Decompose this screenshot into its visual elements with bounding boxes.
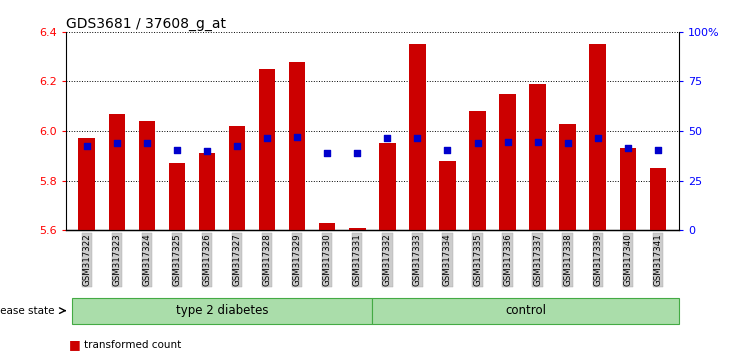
Bar: [499, 94, 516, 230]
Text: type 2 diabetes: type 2 diabetes: [176, 304, 268, 317]
Point: [321, 150, 333, 156]
Text: GSM317326: GSM317326: [202, 233, 212, 286]
Text: GSM317332: GSM317332: [383, 233, 392, 286]
Bar: [259, 69, 275, 230]
Bar: [139, 121, 155, 230]
Text: GSM317336: GSM317336: [503, 233, 512, 286]
Text: GSM317341: GSM317341: [653, 233, 662, 286]
Point: [412, 136, 423, 141]
Text: disease state: disease state: [0, 306, 55, 316]
Bar: [439, 161, 456, 230]
Point: [652, 147, 664, 153]
Bar: [79, 138, 95, 230]
Bar: [650, 168, 666, 230]
Bar: [199, 153, 215, 230]
Bar: [169, 163, 185, 230]
Point: [231, 143, 243, 149]
Point: [171, 147, 182, 153]
Text: GSM317339: GSM317339: [593, 233, 602, 286]
Text: GSM317325: GSM317325: [172, 233, 182, 286]
Point: [261, 136, 273, 141]
Point: [622, 145, 634, 151]
Point: [111, 141, 123, 146]
Text: control: control: [505, 304, 546, 317]
Bar: [319, 223, 336, 230]
Text: GSM317327: GSM317327: [233, 233, 242, 286]
Text: GSM317334: GSM317334: [443, 233, 452, 286]
Point: [201, 148, 213, 154]
Text: GSM317331: GSM317331: [353, 233, 362, 286]
Text: GSM317323: GSM317323: [112, 233, 121, 286]
Text: GSM317324: GSM317324: [142, 233, 151, 286]
Point: [502, 139, 513, 145]
Point: [531, 139, 543, 145]
Text: GSM317330: GSM317330: [323, 233, 331, 286]
Point: [141, 141, 153, 146]
Text: GSM317337: GSM317337: [533, 233, 542, 286]
Text: transformed count: transformed count: [84, 340, 181, 350]
Text: GSM317338: GSM317338: [563, 233, 572, 286]
Text: GSM317340: GSM317340: [623, 233, 632, 286]
Bar: [379, 143, 396, 230]
Bar: [620, 148, 636, 230]
Bar: [529, 84, 546, 230]
Bar: [228, 126, 245, 230]
Bar: [349, 228, 366, 230]
Bar: [469, 111, 485, 230]
Text: GSM317335: GSM317335: [473, 233, 482, 286]
Point: [592, 136, 604, 141]
Text: GSM317329: GSM317329: [293, 233, 301, 286]
Point: [291, 135, 303, 140]
Text: ■: ■: [69, 338, 81, 351]
Bar: [109, 114, 125, 230]
Point: [81, 143, 93, 149]
Point: [382, 136, 393, 141]
Bar: [559, 124, 576, 230]
Bar: [409, 44, 426, 230]
Text: GSM317322: GSM317322: [82, 233, 91, 286]
Bar: [289, 62, 305, 230]
Bar: [590, 44, 606, 230]
Point: [562, 141, 574, 146]
Point: [351, 150, 363, 156]
FancyBboxPatch shape: [72, 298, 372, 324]
FancyBboxPatch shape: [372, 298, 679, 324]
Point: [472, 141, 483, 146]
Point: [442, 147, 453, 153]
Text: GDS3681 / 37608_g_at: GDS3681 / 37608_g_at: [66, 17, 226, 31]
Text: GSM317333: GSM317333: [413, 233, 422, 286]
Text: GSM317328: GSM317328: [263, 233, 272, 286]
